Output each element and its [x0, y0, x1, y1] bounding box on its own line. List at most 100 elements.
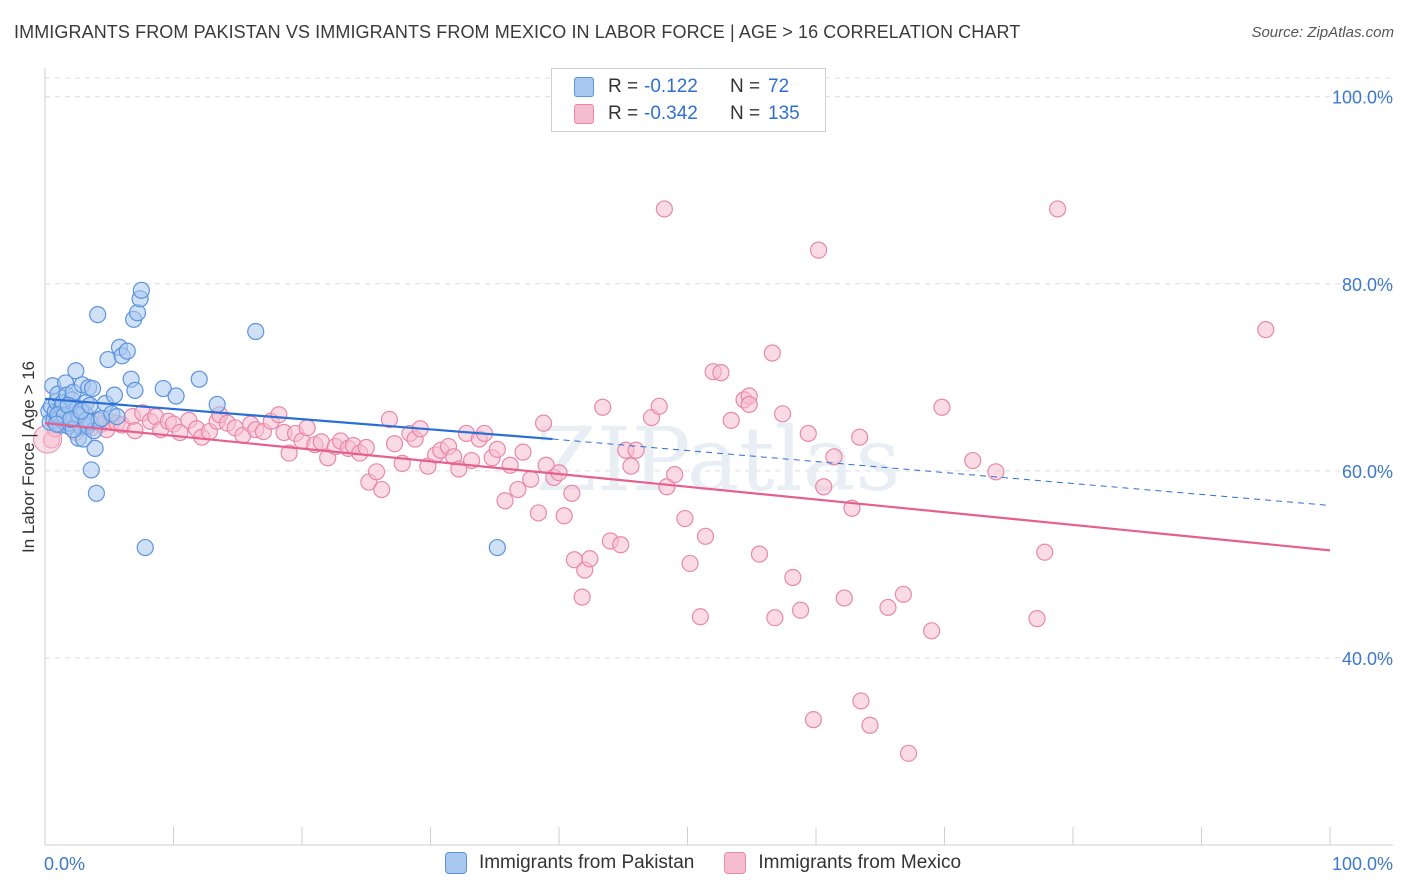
y-tick-label: 60.0% — [1342, 462, 1393, 482]
source-label: Source: ZipAtlas.com — [1251, 24, 1394, 41]
data-point — [987, 463, 1005, 481]
data-point — [132, 281, 150, 299]
pakistan-legend-swatch — [444, 852, 467, 874]
data-point — [514, 443, 532, 461]
data-point — [128, 304, 147, 322]
data-point — [87, 484, 106, 502]
y-tick-label: 80.0% — [1342, 275, 1393, 295]
data-point — [208, 395, 226, 414]
data-point — [81, 396, 99, 414]
data-point — [367, 463, 386, 481]
data-point — [1257, 321, 1275, 339]
data-point — [247, 322, 265, 341]
data-point — [82, 461, 100, 479]
data-point — [740, 395, 758, 414]
data-point — [899, 744, 918, 762]
series-legend: Immigrants from Pakistan Immigrants from… — [0, 852, 1406, 874]
data-point — [879, 598, 897, 617]
data-point — [1036, 543, 1054, 561]
data-point — [784, 568, 802, 587]
data-point — [99, 350, 117, 369]
legend-n-value: 72 — [768, 76, 790, 97]
data-point — [89, 306, 107, 324]
mexico-legend-label: Immigrants from Mexico — [758, 852, 962, 873]
data-point — [534, 414, 553, 432]
pakistan-legend-label: Immigrants from Pakistan — [478, 852, 695, 873]
data-point — [655, 200, 673, 218]
data-point — [126, 381, 144, 400]
data-point — [791, 601, 810, 619]
pakistan-swatch — [574, 77, 594, 97]
data-point — [750, 545, 769, 563]
data-point — [1048, 200, 1067, 218]
data-point — [773, 405, 792, 423]
y-axis-label: In Labor Force | Age > 16 — [19, 361, 38, 553]
pakistan-trend-extension — [552, 438, 1331, 506]
legend-n-label: N = — [730, 103, 761, 124]
y-tick-label: 100.0% — [1332, 88, 1393, 108]
legend-r-label: R = — [608, 103, 639, 124]
mexico-trend-line — [44, 422, 1331, 552]
data-point — [851, 428, 869, 446]
x-tick-label: 100.0% — [1332, 854, 1393, 874]
data-point — [357, 438, 375, 457]
data-point — [964, 451, 982, 470]
trend-lines — [44, 397, 1331, 552]
legend-n-label: N = — [730, 76, 761, 97]
data-point — [488, 538, 506, 557]
tick-labels: 40.0% 60.0% 80.0% 100.0% 0.0% 100.0% — [44, 88, 1393, 874]
data-point — [627, 441, 645, 459]
x-tick-label: 0.0% — [44, 854, 85, 874]
data-point — [380, 410, 398, 429]
data-point — [676, 509, 694, 528]
data-point — [581, 550, 599, 568]
data-point — [666, 465, 684, 484]
data-point — [799, 424, 817, 443]
data-point — [852, 692, 870, 710]
data-point — [804, 711, 823, 729]
data-point — [809, 241, 828, 259]
data-point — [270, 406, 288, 424]
legend-r-value: -0.342 — [644, 103, 698, 124]
data-point — [815, 478, 833, 496]
data-point — [373, 480, 391, 499]
data-point — [1028, 610, 1046, 628]
data-point — [280, 444, 298, 462]
mexico-legend-swatch — [724, 852, 747, 874]
data-point — [691, 608, 709, 626]
data-point — [385, 435, 404, 453]
data-point — [67, 362, 85, 380]
data-point — [83, 379, 102, 398]
correlation-legend: R = -0.122 N = 72 R = -0.342 N = 135 — [551, 68, 826, 132]
data-point — [658, 478, 676, 496]
data-point — [861, 716, 879, 734]
data-point — [509, 480, 527, 499]
legend-r-value: -0.122 — [644, 76, 698, 97]
legend-r-label: R = — [608, 76, 639, 97]
pakistan-points — [40, 281, 506, 557]
data-point — [763, 344, 781, 362]
legend-item-pakistan: Immigrants from Pakistan — [444, 852, 695, 874]
legend-row-mexico: R = -0.342 N = 135 — [574, 102, 808, 126]
data-point — [923, 622, 941, 640]
legend-item-mexico: Immigrants from Mexico — [724, 852, 961, 874]
data-point — [529, 504, 548, 522]
data-point — [766, 609, 784, 627]
data-point — [594, 398, 612, 416]
data-point — [496, 492, 514, 510]
data-point — [933, 398, 951, 416]
data-point — [622, 457, 640, 475]
data-point — [154, 379, 172, 398]
pakistan-trend-line — [44, 397, 553, 441]
data-point — [555, 507, 573, 525]
data-point — [894, 585, 912, 603]
data-point — [650, 397, 668, 415]
data-point — [825, 448, 843, 466]
legend-row-pakistan: R = -0.122 N = 72 — [574, 75, 808, 99]
data-point — [118, 342, 136, 360]
data-point — [298, 419, 316, 437]
data-point — [712, 364, 730, 382]
data-point — [573, 588, 591, 606]
mexico-swatch — [574, 104, 594, 124]
